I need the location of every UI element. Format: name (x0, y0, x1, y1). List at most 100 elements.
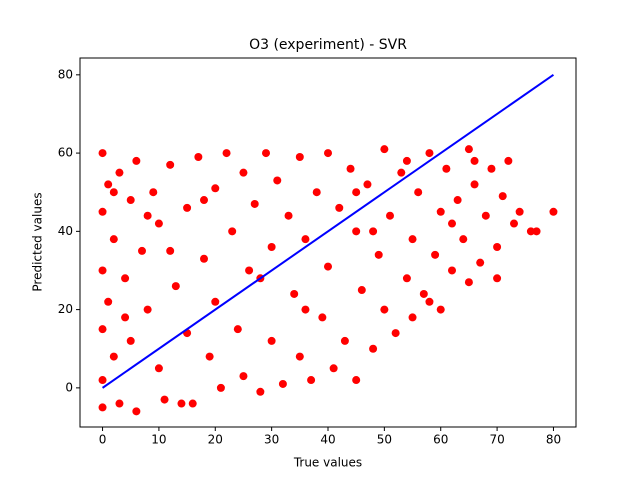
point (171, 282, 180, 291)
axes-frame (79, 57, 577, 428)
y-tick-label: 0 (65, 380, 73, 394)
point (273, 176, 282, 185)
x-tick-label: 30 (264, 433, 279, 447)
point (104, 180, 113, 189)
point (352, 227, 361, 236)
line (101, 74, 555, 389)
point (121, 313, 130, 322)
point (211, 184, 220, 193)
point (363, 180, 372, 189)
point (222, 149, 231, 158)
point (324, 262, 332, 271)
point (453, 196, 462, 205)
point (448, 266, 456, 275)
point (138, 246, 146, 255)
point (448, 219, 456, 228)
point (374, 250, 383, 259)
point (335, 203, 344, 212)
point (340, 336, 349, 345)
point (436, 207, 445, 216)
point (194, 153, 203, 161)
y-tick-label: 80 (58, 67, 73, 81)
point (301, 305, 310, 314)
point (205, 352, 214, 361)
point (408, 313, 417, 322)
point (160, 395, 169, 404)
point (431, 250, 440, 259)
point (154, 364, 163, 373)
point (183, 203, 192, 212)
point (216, 383, 225, 392)
y-tick-label: 40 (58, 224, 73, 238)
point (318, 313, 327, 322)
point (487, 164, 496, 173)
point (245, 266, 254, 275)
point (425, 149, 434, 158)
x-tick-label: 70 (489, 433, 504, 447)
point (166, 246, 175, 255)
chart-title: O3 (experiment) - SVR (249, 37, 407, 53)
point (166, 160, 175, 169)
x-tick-label: 20 (208, 433, 223, 447)
point (115, 399, 124, 408)
point (154, 219, 163, 228)
plot-area: 0 10 20 30 40 50 60 70 80 0 20 40 60 80 (58, 67, 561, 446)
point (262, 149, 270, 158)
point (402, 156, 411, 165)
point (397, 168, 406, 177)
point (532, 227, 541, 236)
point (132, 156, 141, 165)
point (239, 168, 248, 177)
x-tick-label: 10 (151, 433, 166, 447)
point (295, 153, 304, 161)
point (104, 297, 113, 306)
point (233, 325, 242, 334)
point (481, 211, 490, 220)
point (267, 336, 276, 345)
point (200, 254, 208, 263)
x-tick-label: 60 (433, 433, 448, 447)
point (470, 180, 479, 189)
point (380, 305, 389, 314)
point (290, 289, 299, 298)
point (228, 227, 237, 236)
point (132, 407, 141, 416)
point (369, 227, 378, 236)
point (121, 274, 130, 283)
point (284, 211, 293, 220)
y-tick-label: 20 (58, 302, 73, 316)
point (419, 289, 428, 298)
point (312, 188, 321, 197)
point (250, 199, 259, 208)
x-tick-label: 40 (320, 433, 335, 447)
point (267, 243, 276, 251)
point (149, 188, 158, 197)
point (515, 207, 524, 216)
point (442, 164, 451, 173)
point (414, 188, 423, 197)
point (526, 227, 535, 236)
point (143, 211, 152, 220)
y-axis-label: Predicted values (31, 192, 45, 291)
point (301, 235, 310, 244)
point (98, 325, 107, 334)
y-tick-label: 60 (58, 146, 73, 160)
point (425, 297, 434, 306)
point (498, 192, 507, 201)
point (239, 372, 248, 381)
point (115, 168, 124, 177)
point (436, 305, 445, 314)
point (369, 344, 378, 353)
point (177, 399, 186, 408)
point (402, 274, 411, 283)
point (109, 188, 118, 197)
x-tick-label: 50 (377, 433, 392, 447)
x-tick-label: 0 (99, 433, 107, 447)
point (307, 376, 316, 385)
point (295, 352, 304, 361)
point (493, 274, 502, 283)
point (98, 266, 107, 275)
point (211, 297, 220, 306)
point (256, 387, 265, 396)
point (380, 145, 389, 154)
